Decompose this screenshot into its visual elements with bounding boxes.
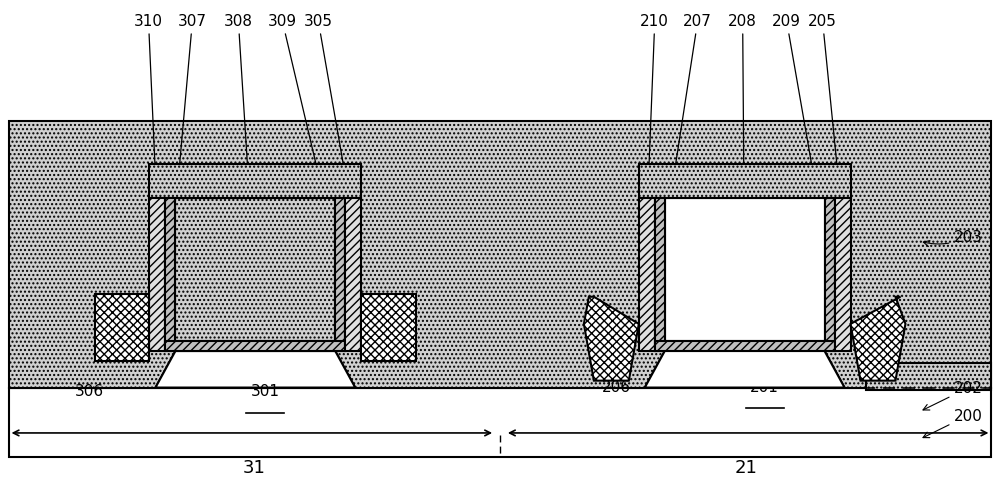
Text: 202: 202 xyxy=(923,380,983,410)
Polygon shape xyxy=(95,294,149,361)
Polygon shape xyxy=(9,122,991,388)
Polygon shape xyxy=(851,297,905,381)
Text: 307: 307 xyxy=(168,14,207,263)
Polygon shape xyxy=(639,199,655,351)
Polygon shape xyxy=(345,199,361,351)
Text: 203: 203 xyxy=(923,229,983,247)
Text: 201: 201 xyxy=(750,379,779,394)
Polygon shape xyxy=(866,363,991,390)
Polygon shape xyxy=(665,199,825,341)
Text: 301: 301 xyxy=(251,384,280,398)
Polygon shape xyxy=(584,297,639,381)
Text: 208: 208 xyxy=(728,14,757,286)
Polygon shape xyxy=(149,199,165,351)
Polygon shape xyxy=(655,341,835,351)
Text: 207: 207 xyxy=(658,14,712,263)
Text: 210: 210 xyxy=(640,14,669,217)
Text: 310: 310 xyxy=(134,14,163,217)
Polygon shape xyxy=(175,199,335,341)
Polygon shape xyxy=(149,164,361,199)
Text: 309: 309 xyxy=(268,14,341,264)
Polygon shape xyxy=(645,351,845,388)
Polygon shape xyxy=(655,199,665,351)
Text: 209: 209 xyxy=(772,14,831,263)
Text: 31: 31 xyxy=(243,457,266,476)
Polygon shape xyxy=(835,199,851,351)
Text: 308: 308 xyxy=(224,14,258,286)
Text: 206: 206 xyxy=(602,379,631,394)
Polygon shape xyxy=(9,388,991,456)
Polygon shape xyxy=(825,199,835,351)
Text: 200: 200 xyxy=(923,408,983,438)
Polygon shape xyxy=(639,164,851,199)
Polygon shape xyxy=(645,351,845,388)
Polygon shape xyxy=(155,351,355,388)
Polygon shape xyxy=(361,294,416,361)
Polygon shape xyxy=(335,199,345,351)
Text: 305: 305 xyxy=(304,14,354,217)
Text: 205: 205 xyxy=(808,14,845,217)
Text: 21: 21 xyxy=(734,457,757,476)
Text: 306: 306 xyxy=(75,384,104,398)
Polygon shape xyxy=(155,351,355,388)
Polygon shape xyxy=(165,341,345,351)
Polygon shape xyxy=(165,199,175,351)
